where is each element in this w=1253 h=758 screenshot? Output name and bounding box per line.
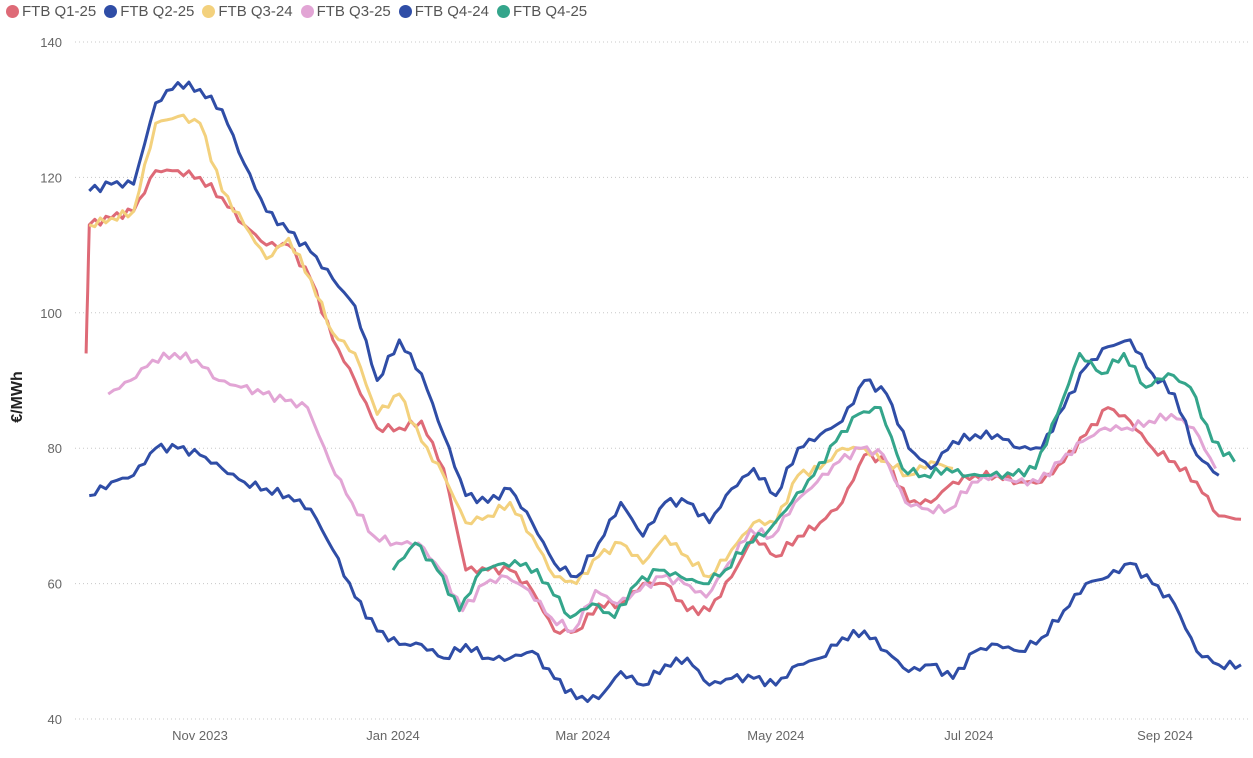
y-tick-label: 100 [40,306,62,321]
legend-item[interactable]: FTB Q3-25 [300,3,391,20]
y-tick-label: 40 [48,712,62,727]
legend-item[interactable]: FTB Q3-24 [202,3,293,20]
legend-label: FTB Q3-24 [218,3,293,20]
x-tick-label: Mar 2024 [555,728,610,743]
y-tick-label: 60 [48,577,62,592]
series-line-ftb-q1-25 [84,168,1242,635]
legend-label: FTB Q1-25 [22,3,97,20]
legend-marker-icon [6,5,19,18]
legend-item[interactable]: FTB Q2-25 [104,3,194,20]
series-line-ftb-q3-24 [88,113,954,586]
x-tick-label: May 2024 [747,728,804,743]
series-line-ftb-q3-25 [107,351,1217,633]
y-tick-label: 120 [40,170,62,185]
legend-label: FTB Q4-24 [414,3,489,20]
legend-item[interactable]: FTB Q4-25 [496,3,588,20]
x-tick-label: Sep 2024 [1137,728,1193,743]
series-line-ftb-q2-25 [89,442,1242,703]
series-line-ftb-q4-24 [88,80,1220,579]
legend-marker-icon [300,5,314,18]
legend-label: FTB Q4-25 [512,3,588,20]
legend-marker-icon [398,5,412,18]
y-tick-label: 140 [40,35,62,50]
x-tick-label: Nov 2023 [172,728,228,743]
legend-label: FTB Q3-25 [316,3,391,20]
legend-item[interactable]: FTB Q1-25 [6,3,96,20]
legend-marker-icon [104,5,118,18]
legend: FTB Q1-25 FTB Q2-25 FTB Q3-24 FTB Q3-25 FTB … [6,3,587,20]
legend-marker-icon [496,5,510,18]
series-line-ftb-q4-25 [391,351,1236,619]
y-tick-label: 80 [48,441,62,456]
legend-label: FTB Q2-25 [120,3,195,20]
x-tick-label: Jul 2024 [944,728,993,743]
legend-marker-icon [202,5,216,18]
x-tick-label: Jan 2024 [366,728,420,743]
legend-item[interactable]: FTB Q4-24 [398,3,489,20]
